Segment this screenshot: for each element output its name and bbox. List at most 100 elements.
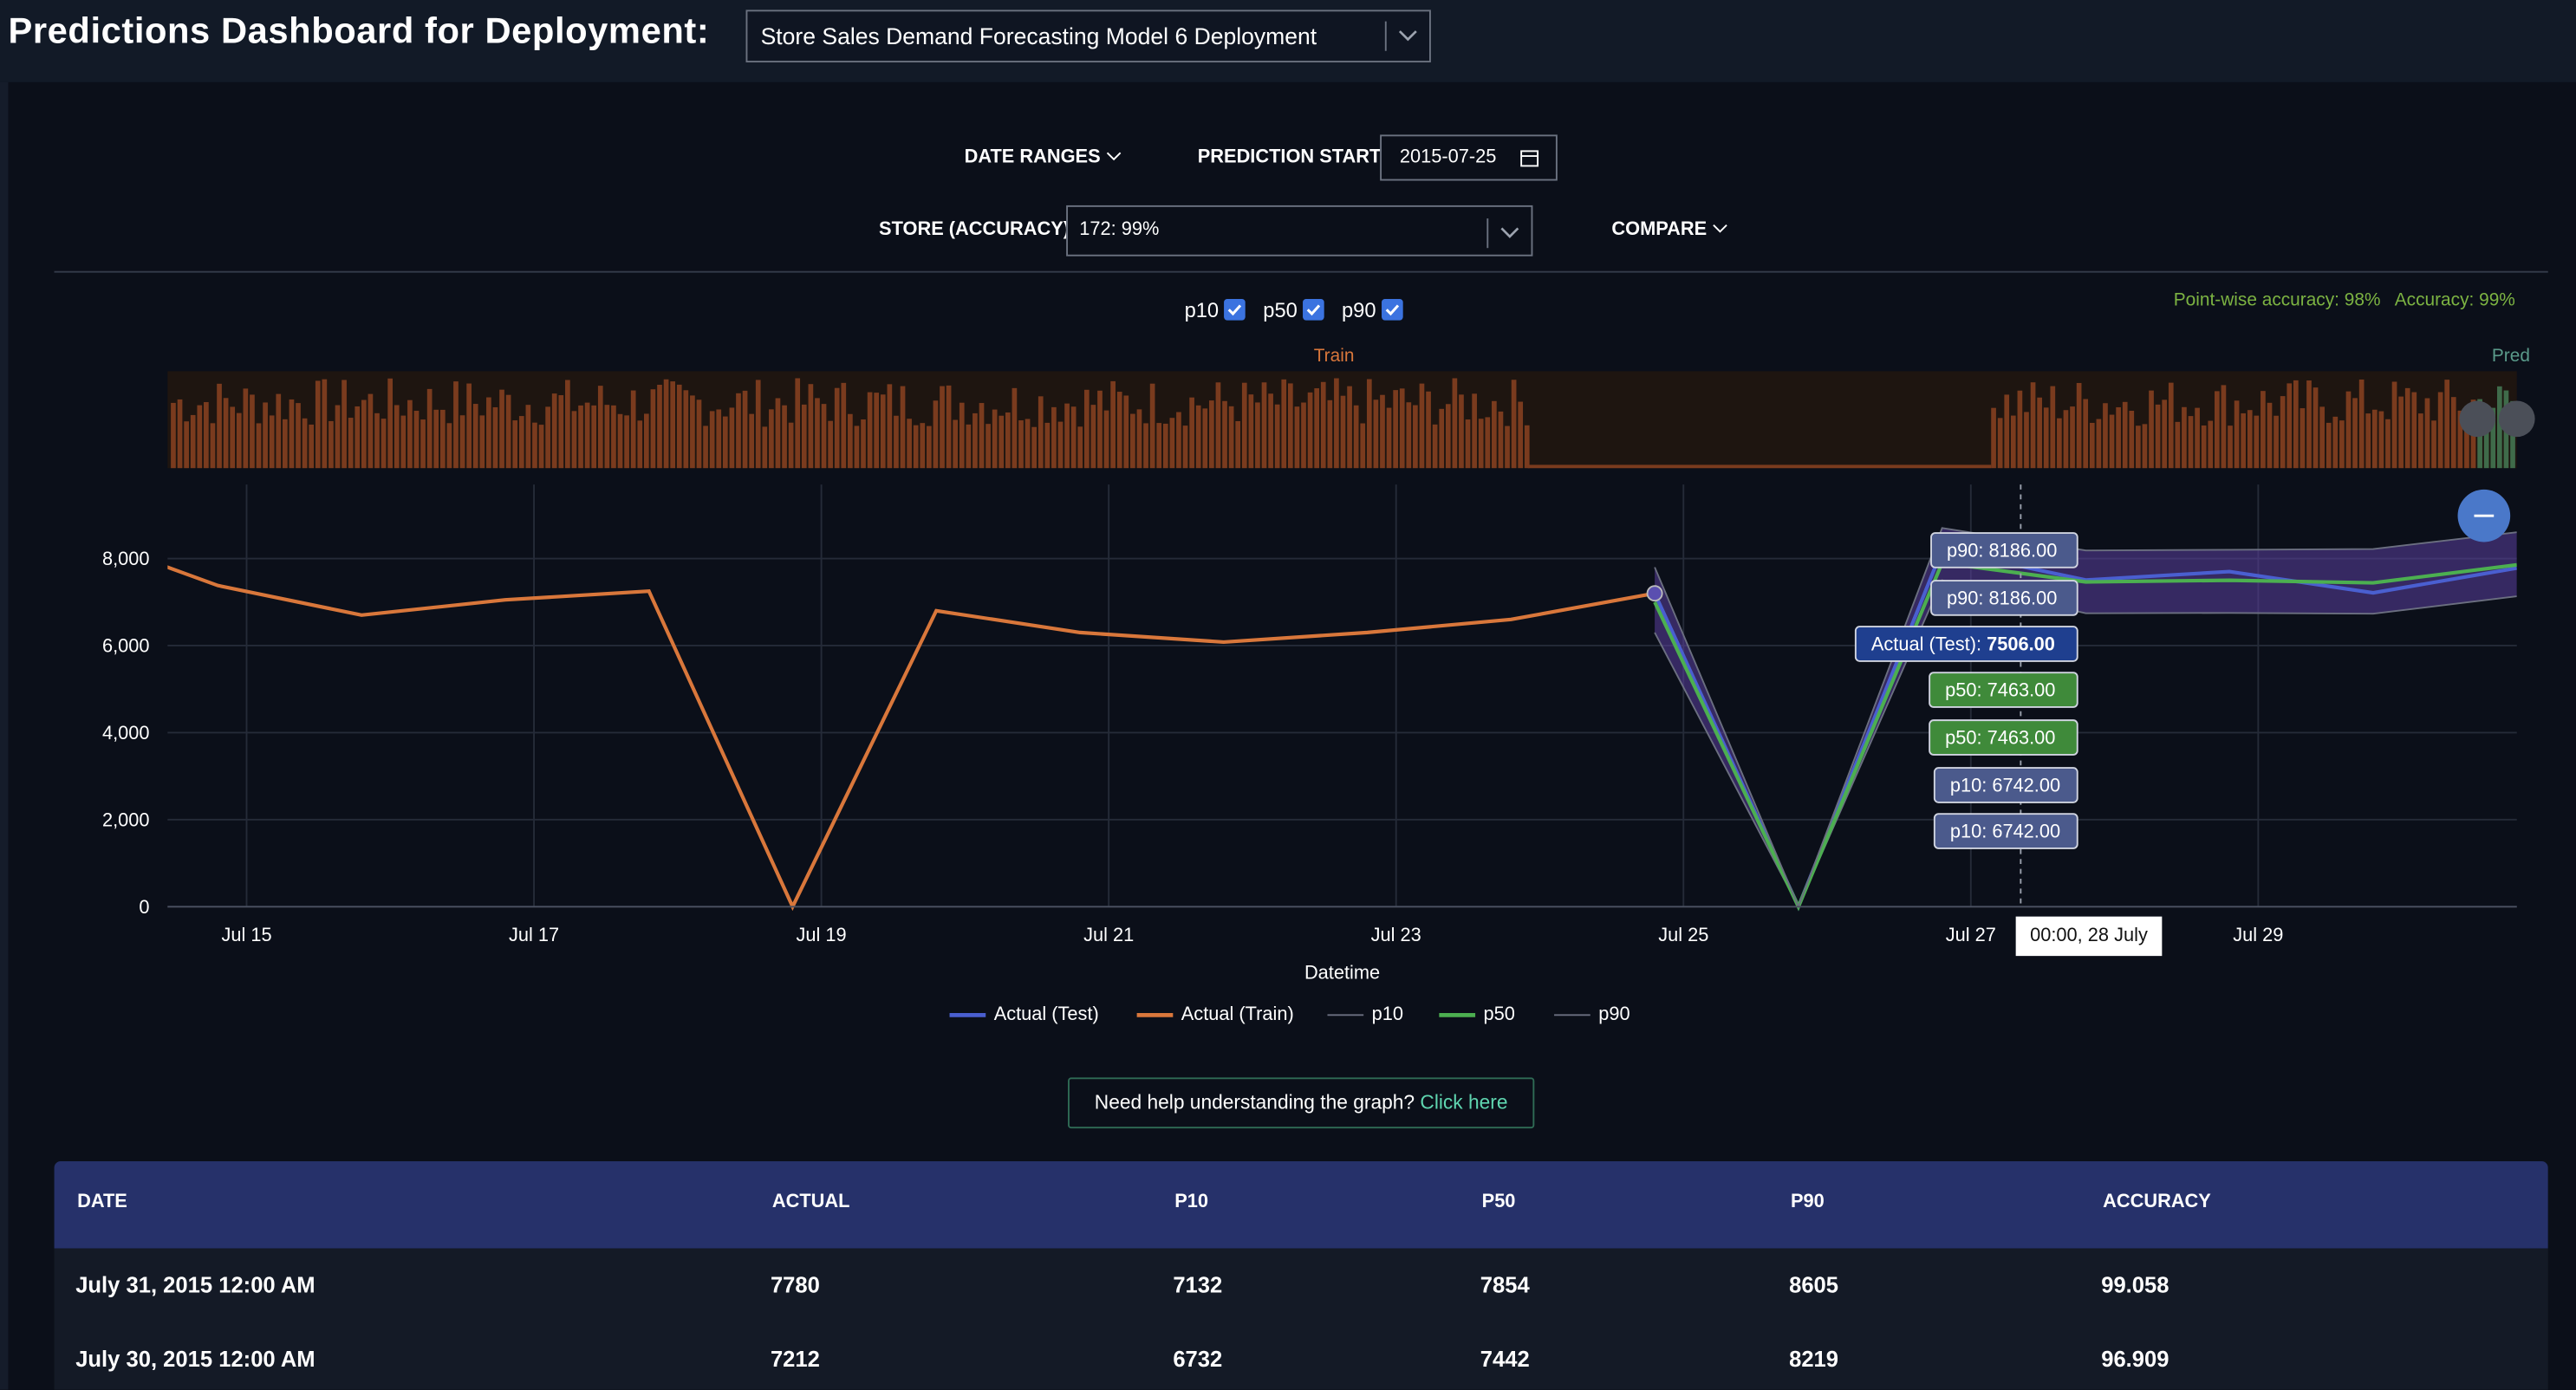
prediction-start-input[interactable]: 2015-07-25 [1380, 134, 1558, 181]
navigator-handle[interactable] [2459, 400, 2496, 438]
column-header: DATE [77, 1192, 127, 1212]
navigator-bar [1413, 405, 1418, 469]
navigator-bar [2267, 402, 2273, 469]
navigator-bar [670, 381, 676, 469]
navigator-bar [283, 419, 288, 469]
navigator-bar [1176, 412, 1181, 469]
navigator-bar [381, 419, 387, 469]
navigator-bar [874, 393, 880, 469]
navigator-bar [1149, 383, 1155, 469]
navigator-bar [1524, 425, 1530, 469]
navigator-bar [1472, 393, 1477, 469]
navigator-bar [1031, 426, 1037, 469]
navigator-bar [940, 386, 945, 469]
navigator-bar [479, 415, 485, 469]
navigator-bar [2234, 400, 2240, 469]
navigator-bar [2345, 391, 2352, 469]
toggle[interactable]: p50 [1263, 298, 1324, 322]
navigator-bar [2017, 390, 2023, 469]
navigator-bar [413, 411, 420, 469]
navigator-bar [2010, 415, 2016, 469]
navigator-bar [2076, 382, 2082, 469]
navigator-bar [342, 380, 347, 469]
navigator-bar [1445, 404, 1451, 469]
tooltip: Actual (Test): 7506.00 [1854, 626, 2078, 662]
compare[interactable]: COMPARE [1611, 220, 1728, 240]
navigator-bars [171, 378, 2515, 469]
navigator-bar [525, 405, 531, 469]
navigator-bar [276, 393, 282, 469]
navigator-bar [263, 402, 268, 469]
navigator-bar [2319, 406, 2325, 469]
navigator-bar [2201, 425, 2207, 469]
plot [167, 527, 2517, 912]
navigator-bar [171, 402, 176, 469]
legend-label: p10 [1372, 1003, 1403, 1024]
navigator-bar [558, 395, 564, 469]
navigator-bar [2378, 411, 2384, 469]
navigator-bar [2214, 391, 2220, 469]
navigator-bar [2391, 381, 2397, 469]
navigator-bar [1452, 378, 1458, 469]
navigator-bar [2122, 401, 2128, 469]
navigator-bar [1241, 382, 1247, 469]
navigator-bar [1044, 422, 1051, 469]
navigator-bar [1320, 381, 1326, 469]
navigator-bar [2332, 416, 2339, 469]
navigator-bar [2358, 379, 2365, 469]
help-link[interactable]: Click here [1420, 1090, 1508, 1114]
header: Predictions Dashboard for Deployment: St… [0, 0, 2576, 82]
navigator-bar [2444, 380, 2450, 469]
deployment-select[interactable]: Store Sales Demand Forecasting Model 6 D… [745, 10, 1431, 63]
navigator-bar [2254, 415, 2260, 469]
table-cell: 8219 [1789, 1347, 1839, 1372]
navigator-bar [1314, 388, 1320, 469]
toggle-label: p90 [1342, 298, 1376, 322]
navigator-bar [545, 406, 550, 469]
navigator-bar [630, 390, 636, 469]
navigator-bar [538, 425, 544, 469]
navigator-bar [505, 394, 511, 469]
navigator-bar [315, 380, 321, 469]
navigator-bar [2464, 410, 2469, 469]
navigator-bar [1287, 383, 1293, 469]
store-select[interactable]: 172: 99% [1066, 205, 1533, 257]
navigator-bar [2050, 386, 2056, 469]
navigator-bar [1281, 379, 1287, 469]
navigator-bar [775, 398, 781, 469]
navigator-bar [1399, 388, 1405, 469]
navigator-bar [854, 425, 860, 469]
navigator-bar [492, 406, 498, 469]
navigator-bar [834, 387, 840, 469]
navigator-bar [2096, 419, 2102, 469]
navigator-bar [604, 405, 610, 469]
table-cell: 8605 [1789, 1272, 1839, 1298]
navigator-bar [1327, 399, 1333, 469]
toggle-label: p10 [1184, 298, 1220, 322]
date-ranges[interactable]: DATE RANGES [965, 148, 1122, 167]
navigator-bar [1518, 401, 1524, 469]
legend: Actual (Test) Actual (Train) p10 p50 p90 [949, 1003, 1630, 1024]
toggle[interactable]: p90 [1342, 298, 1402, 322]
navigator-bar [683, 390, 689, 469]
navigator-bar [177, 399, 183, 469]
store-label: STORE (ACCURACY): [879, 219, 1077, 240]
navigator-bar [236, 412, 242, 469]
navigator-bar [2208, 420, 2214, 469]
checkbox [1223, 298, 1246, 321]
navigator-bar [1090, 405, 1096, 469]
navigator-bar [466, 383, 472, 469]
navigator-bar [1505, 425, 1510, 469]
navigator-bar [486, 397, 491, 469]
tooltip: p10: 6742.00 [1933, 767, 2078, 803]
series-line [1654, 579, 2517, 909]
navigator-bar [420, 419, 426, 469]
x-axis-title: Datetime [1304, 962, 1380, 984]
navigator-bar [1005, 412, 1011, 469]
navigator-bar [459, 415, 465, 469]
toggles: p10 p50 p90 [1185, 296, 1421, 325]
navigator-bar [322, 379, 328, 469]
toggle[interactable]: p10 [1184, 298, 1246, 322]
table-cell: July 30, 2015 12:00 AM [75, 1347, 315, 1372]
navigator-handle[interactable] [2498, 400, 2535, 438]
